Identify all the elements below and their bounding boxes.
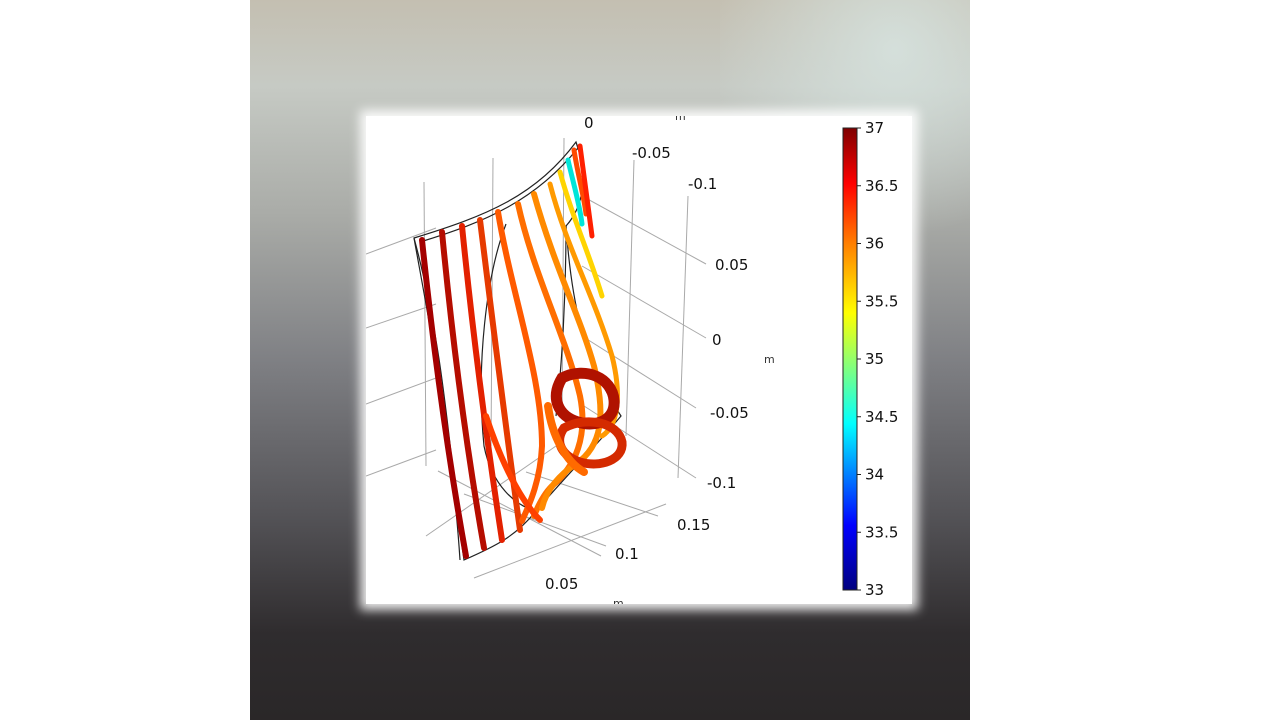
streamline-tube bbox=[551, 367, 620, 430]
grid-line bbox=[366, 227, 437, 255]
streamline-tube bbox=[439, 229, 487, 551]
z-tick-1: 0 bbox=[712, 331, 722, 349]
colorbar-tick-label: 35 bbox=[865, 350, 884, 368]
colorbar-tick-label: 35.5 bbox=[865, 292, 898, 310]
streamline-tube bbox=[531, 191, 604, 511]
grid-line bbox=[366, 377, 437, 405]
colorbar-tick-label: 33 bbox=[865, 581, 884, 599]
domain-edge bbox=[413, 237, 461, 561]
y-tick-2: -0.1 bbox=[688, 175, 717, 193]
streamline-tube bbox=[483, 413, 543, 523]
streamline-tube bbox=[557, 169, 605, 299]
colorbar-tick-label: 34 bbox=[865, 466, 884, 484]
z-tick-3: -0.1 bbox=[707, 474, 736, 492]
unit-right: m bbox=[764, 353, 775, 366]
streamline-tube bbox=[495, 209, 546, 524]
colorbar bbox=[842, 127, 858, 591]
grid-line bbox=[366, 449, 437, 477]
axis-grid bbox=[366, 137, 707, 579]
colorbar-tick-label: 34.5 bbox=[865, 408, 898, 426]
grid-line bbox=[625, 159, 635, 437]
streamline-tube bbox=[571, 147, 589, 217]
colorbar-ticks: 37 36.5 36 35.5 35 34.5 34 33.5 33 bbox=[857, 119, 898, 599]
x-tick-1: 0.1 bbox=[615, 545, 639, 563]
x-tick-0: 0.15 bbox=[677, 516, 710, 534]
unit-top: m bbox=[675, 116, 686, 123]
plot-panel: 37 36.5 36 35.5 35 34.5 34 33.5 33 0 -0.05 -0.1 … bbox=[366, 116, 912, 604]
colorbar-tick-label: 33.5 bbox=[865, 523, 898, 541]
y-tick-0: 0 bbox=[584, 116, 594, 132]
grid-line bbox=[581, 335, 697, 409]
streamline-tube bbox=[419, 237, 469, 559]
grid-line bbox=[677, 195, 689, 479]
grid-line bbox=[581, 195, 707, 265]
streamline-tube bbox=[544, 402, 588, 476]
z-tick-2: -0.05 bbox=[710, 404, 749, 422]
streamlines bbox=[419, 143, 627, 559]
unit-bottom: m bbox=[613, 597, 624, 604]
colorbar-tick-label: 36.5 bbox=[865, 177, 898, 195]
colorbar-tick-label: 37 bbox=[865, 119, 884, 137]
streamline-tube bbox=[459, 223, 505, 543]
grid-line bbox=[366, 303, 437, 329]
grid-line bbox=[463, 493, 607, 547]
z-tick-0: 0.05 bbox=[715, 256, 748, 274]
streamline-tube bbox=[577, 143, 595, 239]
grid-line bbox=[525, 471, 659, 517]
x-tick-2: 0.05 bbox=[545, 575, 578, 593]
grid-line bbox=[473, 503, 667, 579]
grid-line bbox=[581, 265, 707, 339]
grid-line bbox=[423, 181, 427, 467]
grid-line bbox=[425, 445, 557, 537]
colorbar-tick-label: 36 bbox=[865, 235, 884, 253]
streamline-tube bbox=[565, 157, 585, 227]
y-tick-1: -0.05 bbox=[632, 144, 671, 162]
